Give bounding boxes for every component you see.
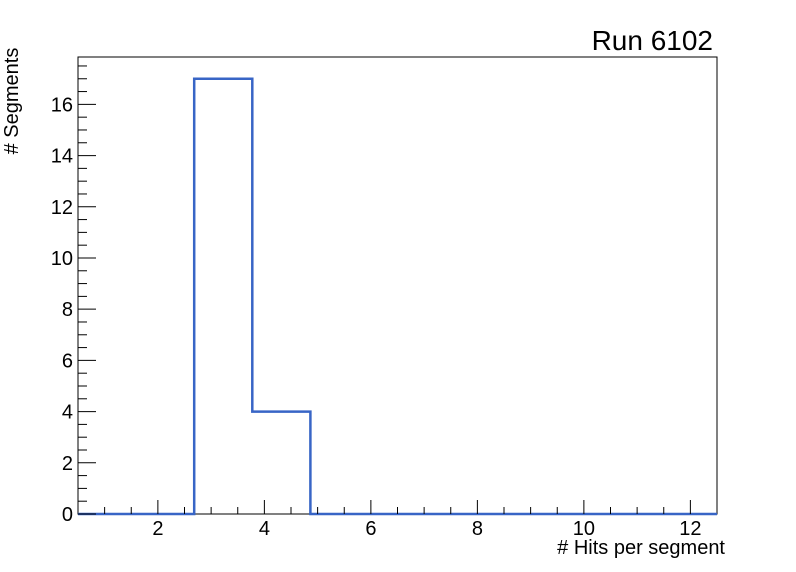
y-tick-label: 10 (51, 248, 73, 270)
y-tick-label: 8 (62, 299, 73, 321)
y-tick-label: 16 (51, 94, 73, 116)
x-axis-title: # Hits per segment (557, 537, 725, 559)
y-tick-label: 0 (62, 504, 73, 526)
y-tick-label: 12 (51, 197, 73, 219)
x-tick-label: 8 (472, 518, 483, 540)
y-tick-label: 2 (62, 453, 73, 475)
x-tick-label: 2 (152, 518, 163, 540)
y-tick-label: 6 (62, 350, 73, 372)
y-tick-label: 4 (62, 402, 73, 424)
x-tick-label: 10 (573, 518, 595, 540)
x-tick-label: 4 (259, 518, 270, 540)
chart-title: Run 6102 (591, 25, 713, 56)
plot-frame (77, 56, 718, 515)
histogram-step-line (78, 77, 717, 516)
y-axis-title: # Segments (1, 47, 23, 155)
y-tick-label: 14 (51, 146, 73, 168)
x-tick-label: 12 (679, 518, 701, 540)
x-tick-label: 6 (365, 518, 376, 540)
